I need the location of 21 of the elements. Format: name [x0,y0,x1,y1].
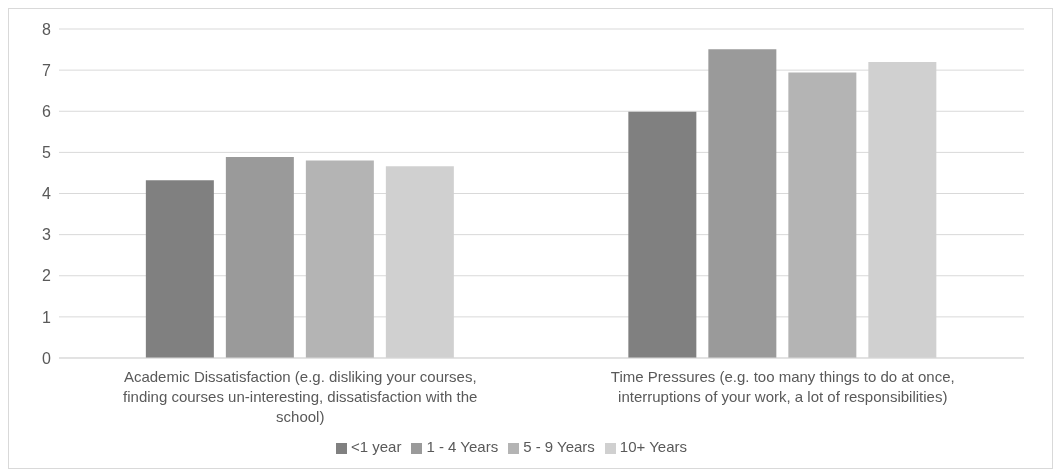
y-tick-label: 8 [42,20,52,38]
y-tick-label: 2 [42,267,52,285]
bar [145,180,214,358]
legend-label: 10+ Years [619,438,688,455]
bar [225,156,294,358]
y-tick-label: 6 [42,102,52,120]
bar [305,160,374,358]
bar [628,111,697,358]
y-tick-label: 4 [42,185,52,203]
x-tick-label: Time Pressures (e.g. too many things to do at once, interruptions of your work, a lot of responsibilities) [610,368,955,405]
legend-label: 5 - 9 Years [523,438,595,455]
y-tick-label: 7 [42,61,52,79]
y-tick-label: 5 [42,144,52,162]
bar [788,72,857,358]
x-tick-label: Academic Dissatisfaction (e.g. disliking your courses, finding courses un-interesting, dissatisfaction with the school) [123,368,478,425]
legend-label: 1 - 4 Years [426,438,499,455]
bar [708,49,777,358]
y-tick-label: 3 [42,226,52,244]
y-tick-label: 0 [42,349,52,367]
y-tick-label: 1 [42,308,52,326]
legend-label: <1 year [350,438,402,455]
